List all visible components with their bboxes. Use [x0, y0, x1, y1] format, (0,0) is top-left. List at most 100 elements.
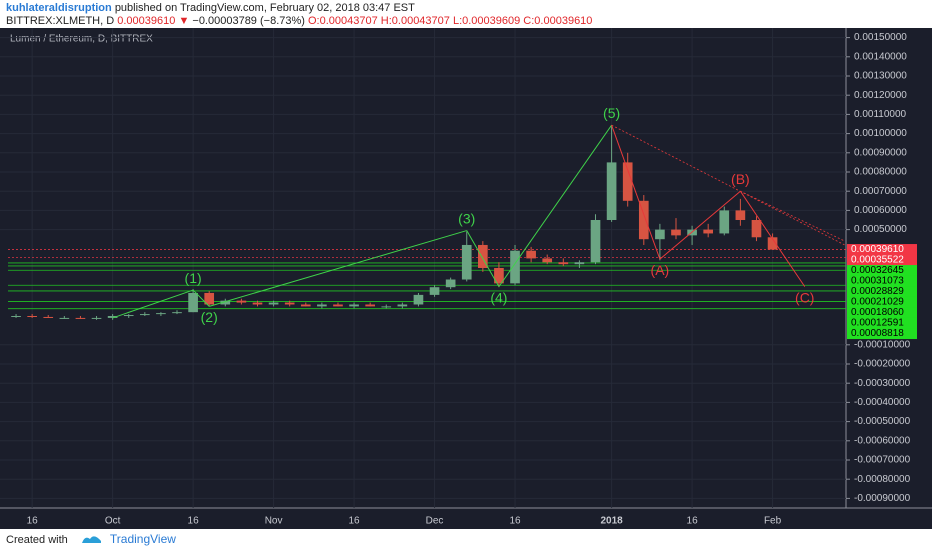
quote-line: BITTREX:XLMETH, D 0.00039610 ▼ −0.000037… — [6, 15, 592, 27]
price-level-label: 0.00028829 — [851, 286, 904, 297]
chart: Lumen / Ethereum, D, BITTREX 0.00150000 0… — [0, 28, 932, 529]
candle-body — [123, 315, 134, 317]
x-tick-label: Nov — [265, 516, 283, 527]
price-level-label: 0.00018060 — [851, 307, 904, 318]
x-tick-label: Dec — [426, 516, 444, 527]
price-level-label: 0.00021029 — [851, 297, 904, 308]
candle-body — [445, 279, 456, 288]
last-price: 0.00039610 — [117, 15, 176, 27]
published: published on TradingView.com, February 0… — [114, 2, 415, 14]
price-level-box — [847, 286, 917, 298]
candle-body — [429, 287, 440, 295]
wave-line — [611, 124, 661, 260]
candle-body — [59, 317, 70, 319]
y-tick-label: 0.00080000 — [854, 167, 907, 178]
wave-label: (1) — [185, 270, 202, 286]
wave-label: (B) — [731, 171, 750, 187]
created-with: Created with — [6, 534, 68, 546]
x-tick-label: 16 — [509, 516, 521, 527]
wave-line — [192, 289, 210, 307]
price-level-label: 0.00031073 — [851, 276, 904, 287]
y-tick-label: -0.00030000 — [854, 378, 911, 389]
candle-body — [107, 316, 118, 318]
y-tick-label: -0.00050000 — [854, 416, 911, 427]
y-tick-label: 0.00050000 — [854, 224, 907, 235]
wave-label: (2) — [201, 309, 218, 325]
brand[interactable]: TradingView — [109, 532, 176, 546]
trend-line — [740, 190, 846, 242]
candle-body — [172, 312, 182, 314]
candle-body — [349, 304, 359, 307]
candle-body — [590, 220, 601, 263]
y-tick-label: 0.00100000 — [854, 128, 907, 139]
candle-body — [638, 200, 649, 240]
y-tick-label: 0.00150000 — [854, 32, 907, 43]
wave-label: (4) — [490, 289, 507, 305]
x-tick-label: Oct — [105, 516, 121, 527]
candle-body — [268, 302, 279, 305]
candle-body — [719, 210, 730, 234]
candle-body — [494, 268, 504, 284]
wave-label: (C) — [795, 289, 814, 305]
symbol: BITTREX:XLMETH, D — [6, 15, 115, 27]
candle-body — [284, 302, 295, 305]
candle-body — [735, 210, 746, 220]
candle-body — [43, 316, 54, 318]
candle-body — [461, 244, 472, 280]
wave-line — [498, 124, 613, 287]
candle-body — [204, 292, 215, 305]
candle-body — [11, 316, 21, 317]
candle-body — [606, 162, 617, 220]
candle-body — [751, 220, 762, 238]
y-tick-label: -0.00080000 — [854, 474, 911, 485]
wave-line — [209, 230, 467, 307]
price-level-box — [847, 296, 917, 308]
candle-body — [381, 306, 392, 308]
price-level-box — [847, 328, 917, 340]
publish-line: kuhlateraldisruption published on Tradin… — [6, 2, 415, 14]
y-tick-label: 0.00090000 — [854, 147, 907, 158]
price-level-label: 0.00032645 — [851, 265, 904, 276]
y-tick-label: -0.00040000 — [854, 397, 911, 408]
x-tick-label: Feb — [764, 516, 782, 527]
candle-body — [397, 304, 408, 307]
ohlc: O:0.00043707 H:0.00043707 L:0.00039609 C… — [308, 15, 593, 27]
candle-body — [156, 313, 166, 315]
footer: Created with TradingView — [6, 531, 176, 546]
x-tick-label: 16 — [349, 516, 361, 527]
price-level-box — [847, 244, 917, 256]
wave-line — [739, 190, 806, 287]
price-level-label: 0.00008818 — [851, 328, 904, 339]
x-tick-label: 16 — [687, 516, 699, 527]
price-level-box — [847, 265, 917, 277]
price-level-label: 0.00039610 — [851, 244, 904, 255]
wave-label: (5) — [603, 105, 620, 121]
candle-body — [703, 229, 714, 234]
candle-body — [510, 250, 520, 284]
author[interactable]: kuhlateraldisruption — [6, 2, 112, 14]
chart-title: Lumen / Ethereum, D, BITTREX — [10, 34, 153, 45]
price-level-box — [847, 275, 917, 287]
candle-body — [574, 262, 585, 265]
candle-body — [333, 304, 343, 307]
y-tick-label: 0.00060000 — [854, 205, 907, 216]
price-level-box — [847, 307, 917, 319]
candle-body — [252, 302, 263, 305]
y-tick-label: 0.00070000 — [854, 186, 907, 197]
candle-body — [236, 300, 247, 303]
y-tick-label: 0.00110000 — [854, 109, 907, 120]
candle-body — [655, 229, 665, 240]
logo — [81, 536, 101, 543]
x-tick-label: 16 — [27, 516, 39, 527]
y-tick-label: -0.00010000 — [854, 339, 911, 350]
candle-body — [478, 244, 488, 268]
candle-body — [413, 294, 424, 305]
change-arrow: ▼ — [178, 15, 190, 27]
candle-body — [671, 229, 681, 236]
candle-body — [139, 314, 150, 316]
wave-line — [466, 230, 500, 287]
wave-label: (A) — [651, 262, 670, 278]
price-level-box — [847, 317, 917, 329]
x-tick-label: 2018 — [600, 516, 623, 527]
